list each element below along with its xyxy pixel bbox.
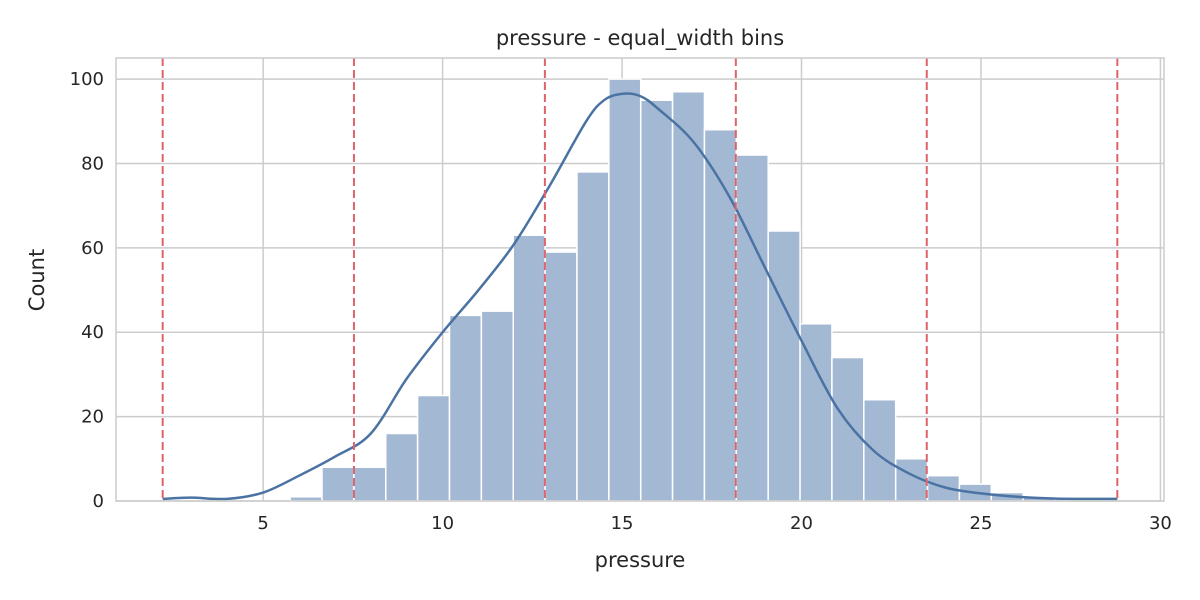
chart-title: pressure - equal_width bins (496, 26, 784, 51)
x-tick-label: 25 (970, 513, 993, 534)
y-tick-label: 20 (81, 407, 104, 428)
y-tick-label: 100 (70, 69, 104, 90)
histogram-bar (385, 432, 419, 502)
x-tick-label: 5 (257, 513, 268, 534)
histogram-bar (353, 466, 387, 502)
y-tick-label: 40 (81, 322, 104, 343)
y-tick-label: 80 (81, 153, 104, 174)
histogram-bar (448, 314, 483, 502)
x-tick-label: 30 (1149, 513, 1172, 534)
histogram-bar (639, 99, 674, 502)
kde-curve (162, 92, 1118, 501)
histogram-bar (480, 310, 514, 502)
plot-frame (115, 57, 1165, 502)
histogram-bar (703, 128, 738, 502)
y-tick-label: 60 (81, 238, 104, 259)
histogram-bar (671, 91, 706, 502)
histogram-bar (863, 398, 897, 502)
x-tick-label: 20 (790, 513, 813, 534)
kde-curve-layer (162, 92, 1118, 501)
histogram-bar (416, 394, 451, 502)
y-tick-label: 0 (93, 491, 104, 512)
x-axis-label: pressure (595, 548, 686, 572)
bin-edge-lines (161, 58, 1119, 501)
histogram-bar (576, 171, 610, 502)
tick-labels: 5 10 15 20 25 30 0 20 40 60 80 100 (70, 69, 1172, 534)
histogram-bar (544, 251, 578, 502)
histogram-bars (289, 78, 1056, 502)
y-axis-label: Count (25, 249, 49, 311)
histogram-bar (831, 356, 865, 502)
histogram-bar (321, 466, 355, 502)
x-tick-label: 15 (611, 513, 634, 534)
histogram-bar (767, 230, 801, 502)
histogram-bar (799, 323, 833, 502)
histogram-bar (512, 234, 546, 502)
x-tick-label: 10 (431, 513, 454, 534)
histogram-bar (735, 154, 769, 502)
histogram-bar (608, 78, 642, 502)
